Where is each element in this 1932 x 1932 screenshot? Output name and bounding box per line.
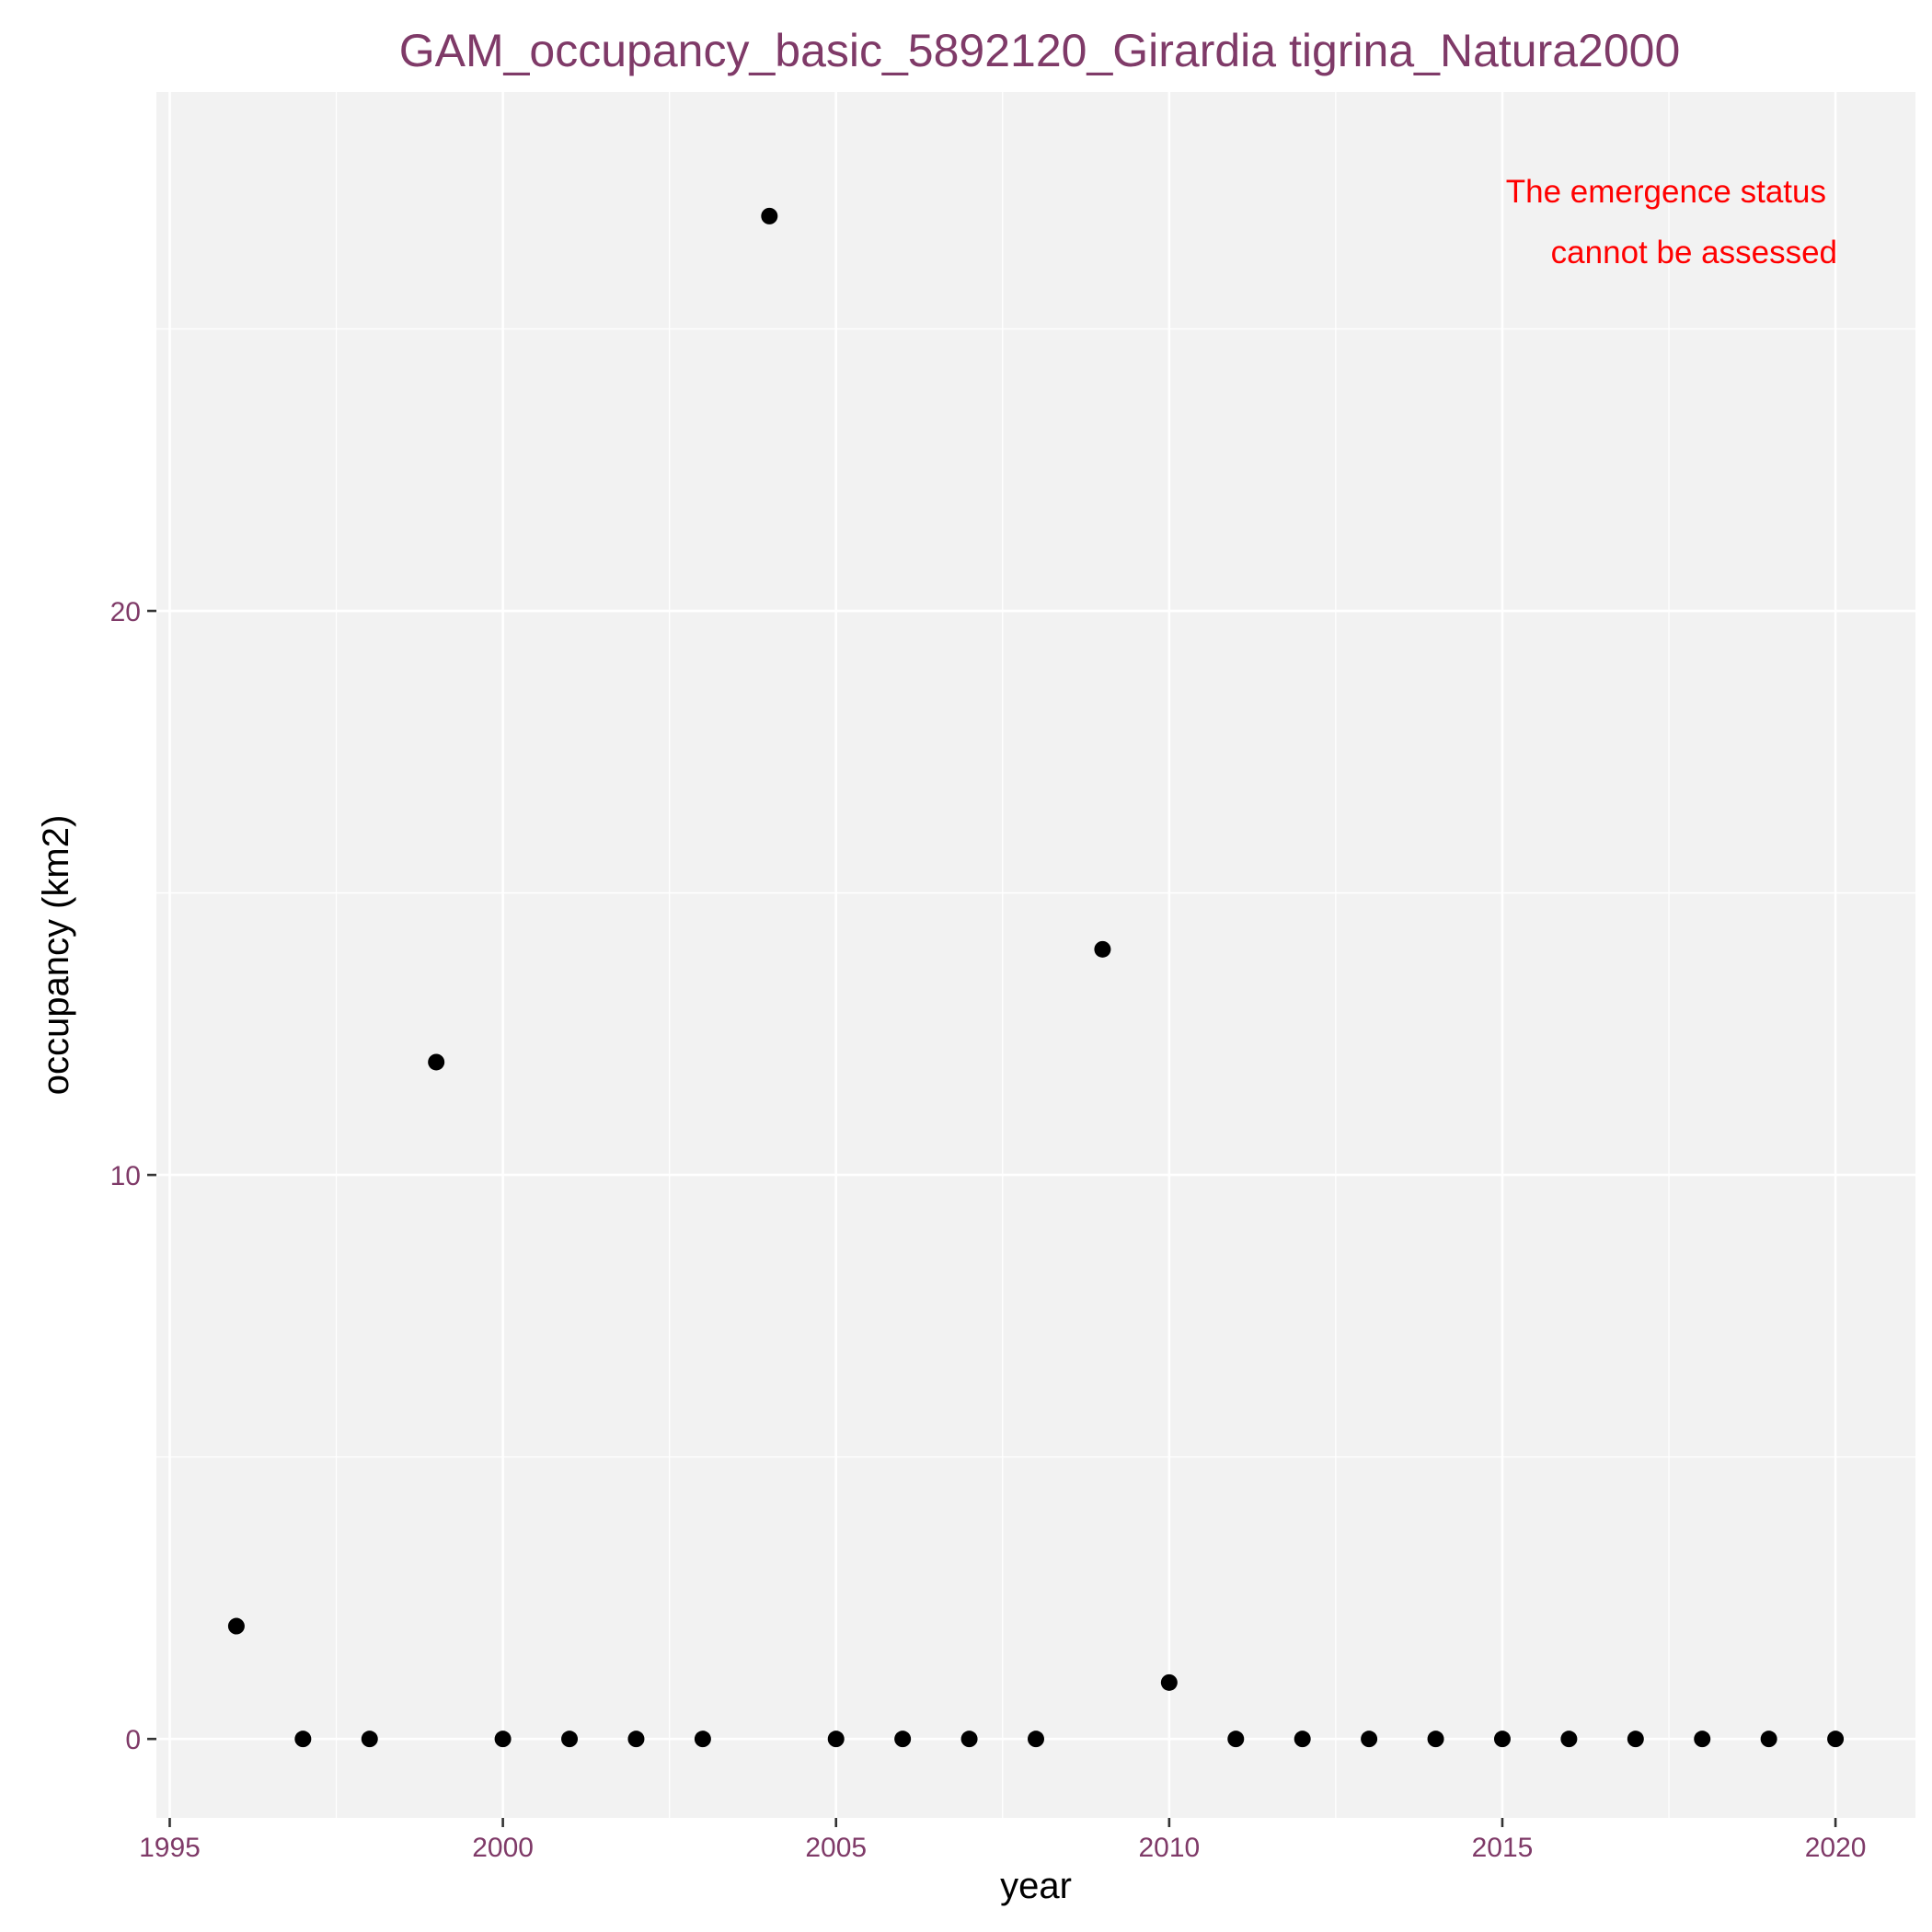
data-point — [761, 207, 778, 224]
data-point — [561, 1731, 579, 1748]
data-point — [1627, 1731, 1644, 1748]
data-point — [1760, 1731, 1777, 1748]
x-axis-title: year — [1000, 1866, 1072, 1906]
annotation-line-1: The emergence status — [1506, 174, 1826, 210]
x-tick-label: 2010 — [1138, 1833, 1200, 1863]
x-tick-label: 2005 — [805, 1833, 867, 1863]
data-point — [627, 1731, 645, 1748]
data-point — [1827, 1731, 1845, 1748]
data-points — [227, 207, 1845, 1748]
y-axis-title: occupancy (km2) — [36, 815, 76, 1096]
grid-lines — [156, 92, 1915, 1818]
data-point — [428, 1053, 445, 1071]
data-point — [1560, 1731, 1578, 1748]
data-point — [1028, 1731, 1044, 1748]
x-tick-label: 1995 — [139, 1833, 201, 1863]
data-point — [227, 1617, 245, 1635]
data-point — [1160, 1673, 1178, 1691]
chart-title: GAM_occupancy_basic_5892120_Girardia tig… — [399, 25, 1681, 76]
axis-ticks: 1995 2000 2005 2010 2015 2020 0 10 20 — [110, 597, 1867, 1863]
x-tick-label: 2015 — [1472, 1833, 1534, 1863]
data-point — [827, 1731, 845, 1748]
y-tick-label: 20 — [110, 597, 141, 627]
data-point — [294, 1731, 312, 1748]
data-point — [1294, 1731, 1311, 1748]
x-tick-label: 2020 — [1805, 1833, 1867, 1863]
data-point — [1094, 940, 1111, 958]
y-tick-label: 10 — [110, 1161, 141, 1191]
annotation-line-2: cannot be assessed — [1551, 235, 1837, 270]
y-tick-label: 0 — [125, 1725, 141, 1755]
data-point — [894, 1731, 912, 1748]
data-point — [494, 1731, 512, 1748]
data-point — [694, 1731, 711, 1748]
data-point — [960, 1731, 978, 1748]
data-point — [361, 1731, 378, 1748]
data-point — [1493, 1731, 1511, 1748]
data-point — [1427, 1731, 1444, 1748]
data-point — [1694, 1731, 1711, 1748]
plot-panel — [156, 92, 1915, 1818]
data-point — [1361, 1731, 1378, 1748]
data-point — [1227, 1731, 1245, 1748]
x-tick-label: 2000 — [472, 1833, 534, 1863]
